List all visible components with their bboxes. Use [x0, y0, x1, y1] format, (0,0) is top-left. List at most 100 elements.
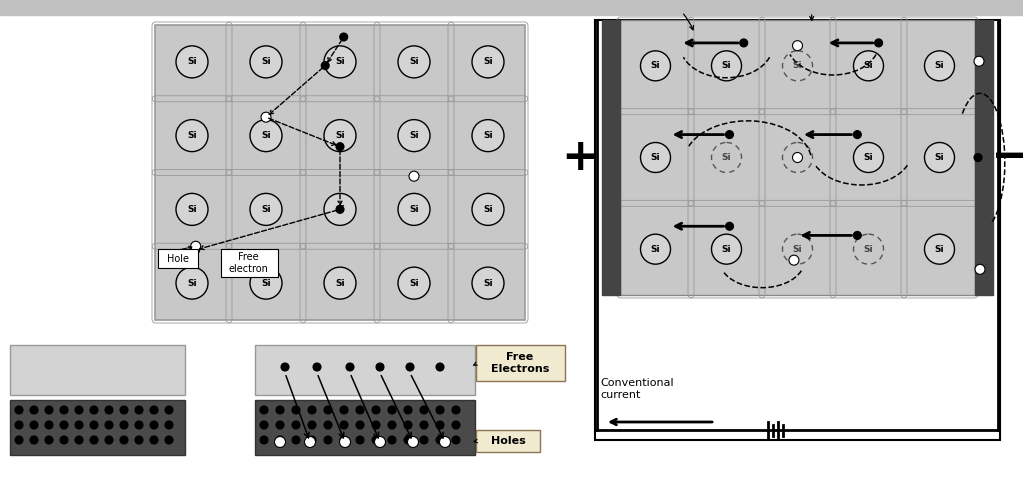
Circle shape: [336, 143, 344, 151]
Circle shape: [292, 421, 300, 429]
Circle shape: [374, 437, 386, 448]
Bar: [10, 345, 185, 395]
Circle shape: [250, 120, 282, 152]
Circle shape: [372, 406, 380, 414]
Text: Si: Si: [721, 245, 731, 253]
Bar: [10, 400, 185, 455]
Circle shape: [406, 363, 414, 371]
Circle shape: [120, 436, 128, 444]
Circle shape: [853, 143, 884, 173]
Bar: [602, 20, 620, 295]
Circle shape: [165, 436, 173, 444]
Circle shape: [420, 436, 428, 444]
Text: Si: Si: [863, 61, 874, 70]
Circle shape: [388, 421, 396, 429]
Text: Si: Si: [721, 61, 731, 70]
Circle shape: [260, 406, 268, 414]
Circle shape: [276, 421, 284, 429]
Circle shape: [105, 421, 113, 429]
Text: Si: Si: [721, 153, 731, 162]
Circle shape: [407, 437, 418, 448]
Circle shape: [783, 51, 812, 81]
Circle shape: [975, 264, 985, 274]
Circle shape: [398, 194, 430, 226]
Circle shape: [324, 46, 356, 78]
Circle shape: [90, 421, 98, 429]
Text: Si: Si: [336, 131, 345, 140]
Circle shape: [321, 61, 329, 69]
Circle shape: [356, 406, 364, 414]
Text: Si: Si: [651, 61, 660, 70]
Circle shape: [340, 436, 348, 444]
Text: Si: Si: [935, 245, 944, 253]
Circle shape: [150, 436, 158, 444]
Text: Si: Si: [793, 61, 802, 70]
Bar: [595, 20, 1000, 440]
Bar: [155, 25, 525, 320]
Circle shape: [276, 436, 284, 444]
Circle shape: [75, 406, 83, 414]
Circle shape: [712, 234, 742, 264]
Circle shape: [120, 406, 128, 414]
Text: Si: Si: [187, 278, 196, 287]
Circle shape: [398, 46, 430, 78]
Circle shape: [15, 421, 23, 429]
Circle shape: [308, 436, 316, 444]
Circle shape: [376, 363, 384, 371]
Circle shape: [640, 143, 670, 173]
Circle shape: [853, 232, 861, 240]
Circle shape: [472, 120, 504, 152]
Circle shape: [135, 436, 143, 444]
Circle shape: [30, 421, 38, 429]
Circle shape: [308, 421, 316, 429]
Bar: [255, 345, 475, 395]
Text: −: −: [991, 135, 1023, 180]
Text: Si: Si: [483, 57, 493, 66]
Text: Si: Si: [793, 245, 802, 253]
Text: Si: Si: [336, 205, 345, 214]
Text: Si: Si: [483, 205, 493, 214]
Circle shape: [974, 56, 984, 66]
Text: Si: Si: [935, 61, 944, 70]
Circle shape: [262, 113, 270, 121]
Text: Si: Si: [409, 205, 418, 214]
Text: Si: Si: [187, 205, 196, 214]
Circle shape: [472, 267, 504, 299]
Circle shape: [404, 406, 412, 414]
FancyBboxPatch shape: [476, 345, 565, 381]
Text: Si: Si: [863, 245, 874, 253]
Circle shape: [793, 40, 802, 51]
Circle shape: [420, 406, 428, 414]
Circle shape: [324, 421, 332, 429]
Bar: [0, 0, 1023, 15]
Circle shape: [725, 131, 733, 139]
Circle shape: [346, 363, 354, 371]
Circle shape: [190, 241, 201, 251]
Circle shape: [712, 51, 742, 81]
Circle shape: [135, 421, 143, 429]
FancyBboxPatch shape: [221, 249, 277, 277]
Circle shape: [260, 421, 268, 429]
Circle shape: [324, 120, 356, 152]
Text: Conventional
current: Conventional current: [601, 378, 673, 400]
Circle shape: [452, 436, 460, 444]
Text: Hole: Hole: [167, 253, 188, 263]
Circle shape: [261, 112, 271, 122]
Circle shape: [75, 421, 83, 429]
Circle shape: [165, 406, 173, 414]
Circle shape: [324, 406, 332, 414]
Circle shape: [274, 437, 285, 448]
Circle shape: [340, 33, 348, 41]
Circle shape: [30, 436, 38, 444]
Circle shape: [793, 153, 802, 163]
Circle shape: [90, 406, 98, 414]
Text: Si: Si: [336, 57, 345, 66]
Circle shape: [404, 421, 412, 429]
Circle shape: [30, 406, 38, 414]
Circle shape: [783, 234, 812, 264]
Circle shape: [292, 436, 300, 444]
Circle shape: [176, 194, 208, 226]
Circle shape: [472, 46, 504, 78]
Text: Si: Si: [409, 57, 418, 66]
Text: Si: Si: [935, 153, 944, 162]
